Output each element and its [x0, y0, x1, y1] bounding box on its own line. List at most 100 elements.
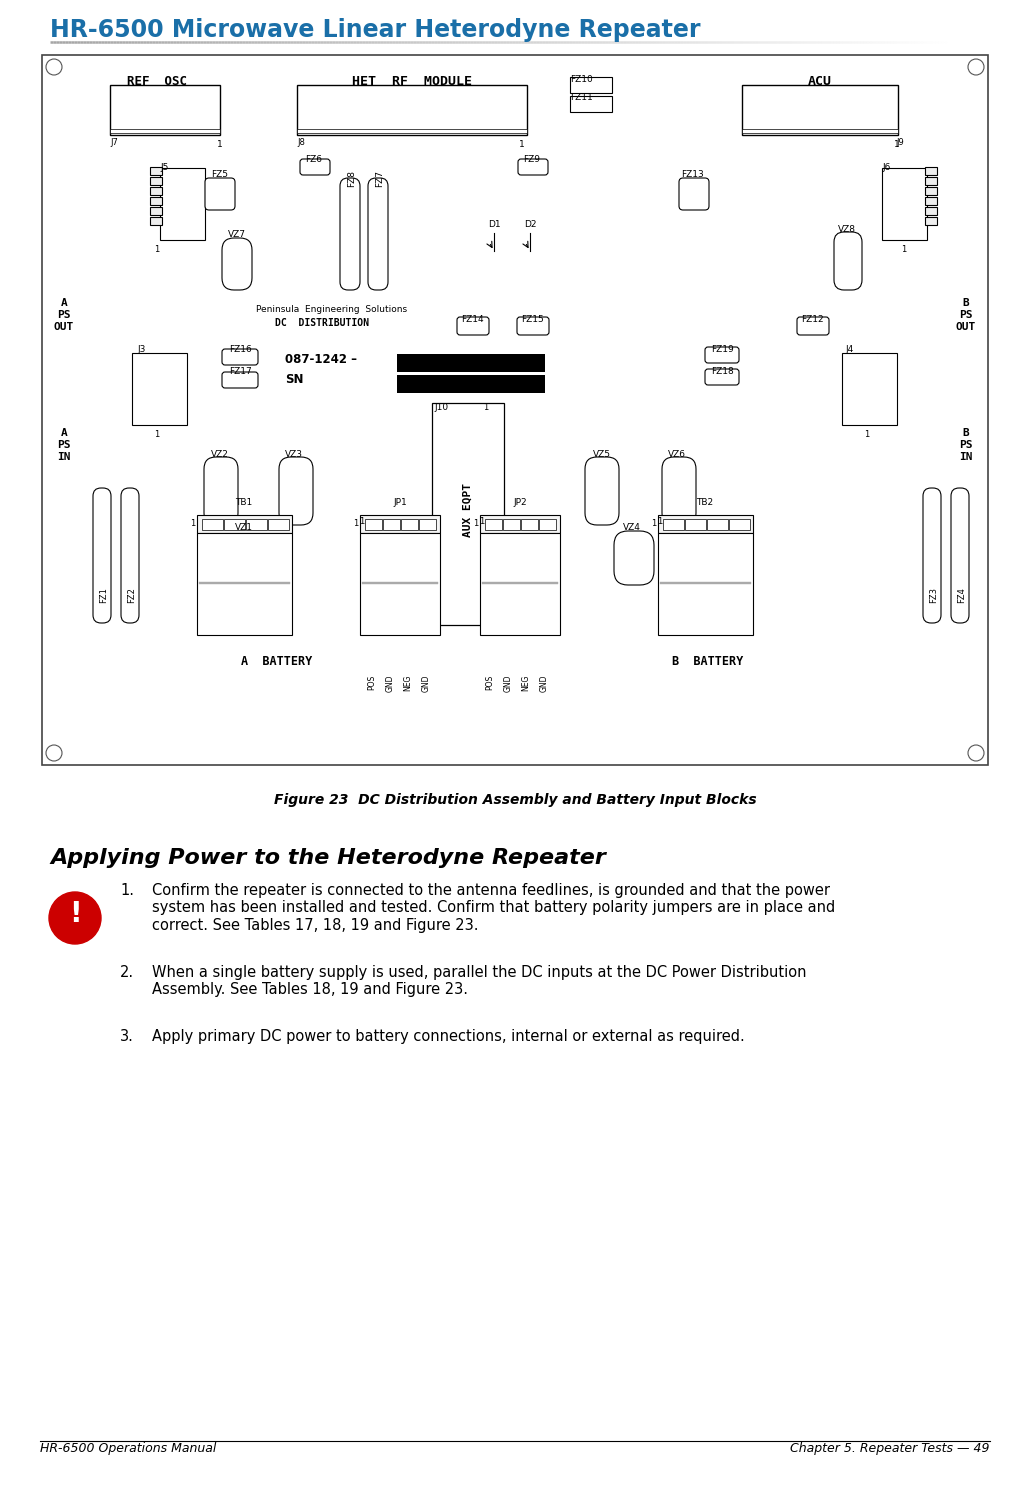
Text: B
PS
IN: B PS IN — [959, 428, 972, 461]
Bar — [362, 582, 438, 584]
Bar — [360, 515, 440, 533]
Bar — [150, 167, 162, 175]
FancyBboxPatch shape — [457, 317, 489, 334]
FancyBboxPatch shape — [518, 158, 548, 175]
Text: 1: 1 — [479, 517, 485, 526]
Text: FZ10: FZ10 — [570, 75, 592, 84]
Text: B  BATTERY: B BATTERY — [673, 655, 744, 667]
Text: FZ6: FZ6 — [306, 155, 322, 164]
Text: TB1: TB1 — [236, 499, 252, 508]
FancyBboxPatch shape — [705, 369, 739, 385]
Text: 1: 1 — [359, 517, 365, 526]
Text: FZ5: FZ5 — [211, 170, 229, 179]
Text: FZ8: FZ8 — [347, 170, 356, 187]
Bar — [842, 352, 897, 426]
Text: 3.: 3. — [121, 1029, 134, 1044]
Bar — [150, 187, 162, 196]
Text: D2: D2 — [523, 219, 537, 228]
Text: GND: GND — [421, 675, 431, 693]
FancyBboxPatch shape — [279, 457, 313, 526]
Text: VZ1: VZ1 — [235, 523, 253, 532]
Text: 2.: 2. — [121, 964, 134, 979]
Text: 1: 1 — [352, 520, 358, 529]
Text: POS: POS — [368, 675, 377, 690]
Text: FZ15: FZ15 — [520, 315, 544, 324]
Text: FZ17: FZ17 — [229, 367, 251, 376]
Text: J8: J8 — [297, 137, 305, 146]
Circle shape — [46, 745, 62, 761]
Text: REF  OSC: REF OSC — [127, 75, 187, 88]
Bar — [42, 55, 988, 764]
Text: VZ3: VZ3 — [285, 449, 303, 458]
FancyBboxPatch shape — [368, 178, 388, 290]
Text: VZ8: VZ8 — [838, 225, 856, 234]
Bar — [150, 216, 162, 225]
Text: NEG: NEG — [521, 675, 530, 691]
Text: 1: 1 — [473, 520, 478, 529]
FancyBboxPatch shape — [517, 317, 549, 334]
Bar — [297, 85, 527, 134]
Text: J7: J7 — [110, 137, 117, 146]
Bar — [224, 520, 245, 530]
Text: J9: J9 — [896, 137, 903, 146]
Text: 1: 1 — [483, 403, 488, 412]
FancyBboxPatch shape — [340, 178, 360, 290]
Text: GND: GND — [385, 675, 394, 693]
FancyBboxPatch shape — [585, 457, 619, 526]
Bar — [297, 128, 527, 133]
FancyBboxPatch shape — [222, 349, 258, 364]
FancyBboxPatch shape — [834, 231, 862, 290]
Text: SN: SN — [285, 373, 304, 387]
FancyBboxPatch shape — [222, 237, 252, 290]
Text: DC  DISTRIBUTION: DC DISTRIBUTION — [275, 318, 369, 328]
Text: FZ11: FZ11 — [570, 93, 592, 102]
Text: POS: POS — [485, 675, 494, 690]
Bar — [925, 208, 937, 215]
Text: B
PS
OUT: B PS OUT — [956, 299, 976, 331]
Bar — [539, 520, 556, 530]
Text: J6: J6 — [882, 163, 890, 172]
Bar — [570, 78, 612, 93]
Text: FZ16: FZ16 — [229, 345, 251, 354]
Text: VZ5: VZ5 — [593, 449, 611, 458]
Bar — [397, 354, 545, 372]
Text: GND: GND — [504, 675, 513, 693]
Text: J3: J3 — [137, 345, 145, 354]
Circle shape — [968, 745, 984, 761]
Text: 1: 1 — [864, 430, 869, 439]
Bar — [742, 128, 898, 133]
Text: FZ12: FZ12 — [800, 315, 823, 324]
Bar — [925, 167, 937, 175]
Text: TB2: TB2 — [696, 499, 714, 508]
Text: HR-6500 Microwave Linear Heterodyne Repeater: HR-6500 Microwave Linear Heterodyne Repe… — [50, 18, 700, 42]
Bar — [197, 515, 291, 533]
Circle shape — [968, 60, 984, 75]
Bar — [660, 582, 751, 584]
Bar — [132, 352, 187, 426]
FancyBboxPatch shape — [225, 532, 265, 585]
Bar — [480, 515, 560, 533]
FancyBboxPatch shape — [797, 317, 829, 334]
Text: 1: 1 — [154, 430, 160, 439]
Text: HET  RF  MODULE: HET RF MODULE — [352, 75, 472, 88]
Text: Peninsula  Engineering  Solutions: Peninsula Engineering Solutions — [256, 305, 408, 314]
FancyBboxPatch shape — [93, 488, 111, 623]
Circle shape — [49, 891, 101, 944]
Bar — [401, 520, 418, 530]
Bar — [110, 128, 220, 133]
Bar — [485, 520, 502, 530]
Text: 1: 1 — [190, 520, 195, 529]
Bar — [110, 85, 220, 134]
Bar — [480, 533, 560, 635]
FancyBboxPatch shape — [204, 457, 238, 526]
Text: FZ9: FZ9 — [523, 155, 541, 164]
Text: Applying Power to the Heterodyne Repeater: Applying Power to the Heterodyne Repeate… — [50, 848, 606, 867]
Text: NEG: NEG — [404, 675, 412, 691]
Text: FZ1: FZ1 — [100, 587, 108, 603]
Bar — [432, 403, 504, 626]
Text: D1: D1 — [487, 219, 501, 228]
Bar — [742, 85, 898, 134]
Bar — [521, 520, 538, 530]
Bar — [383, 520, 400, 530]
Bar — [199, 582, 290, 584]
